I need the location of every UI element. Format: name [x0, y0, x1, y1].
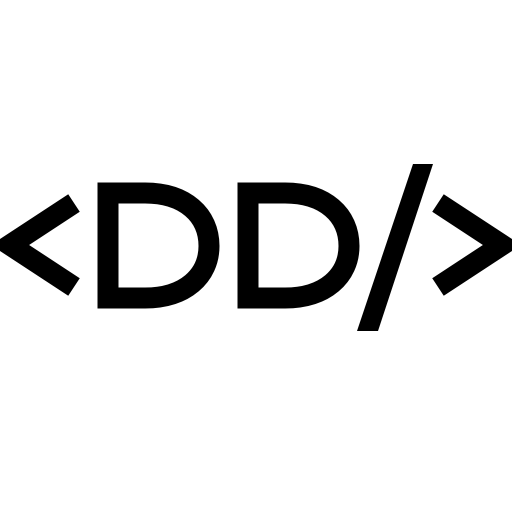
right-angle-bracket-icon	[432, 194, 512, 296]
slash-icon	[357, 164, 433, 331]
left-angle-bracket-icon	[0, 194, 80, 296]
letter-d-second-icon	[237, 182, 360, 309]
letter-d-first-icon	[97, 182, 220, 309]
